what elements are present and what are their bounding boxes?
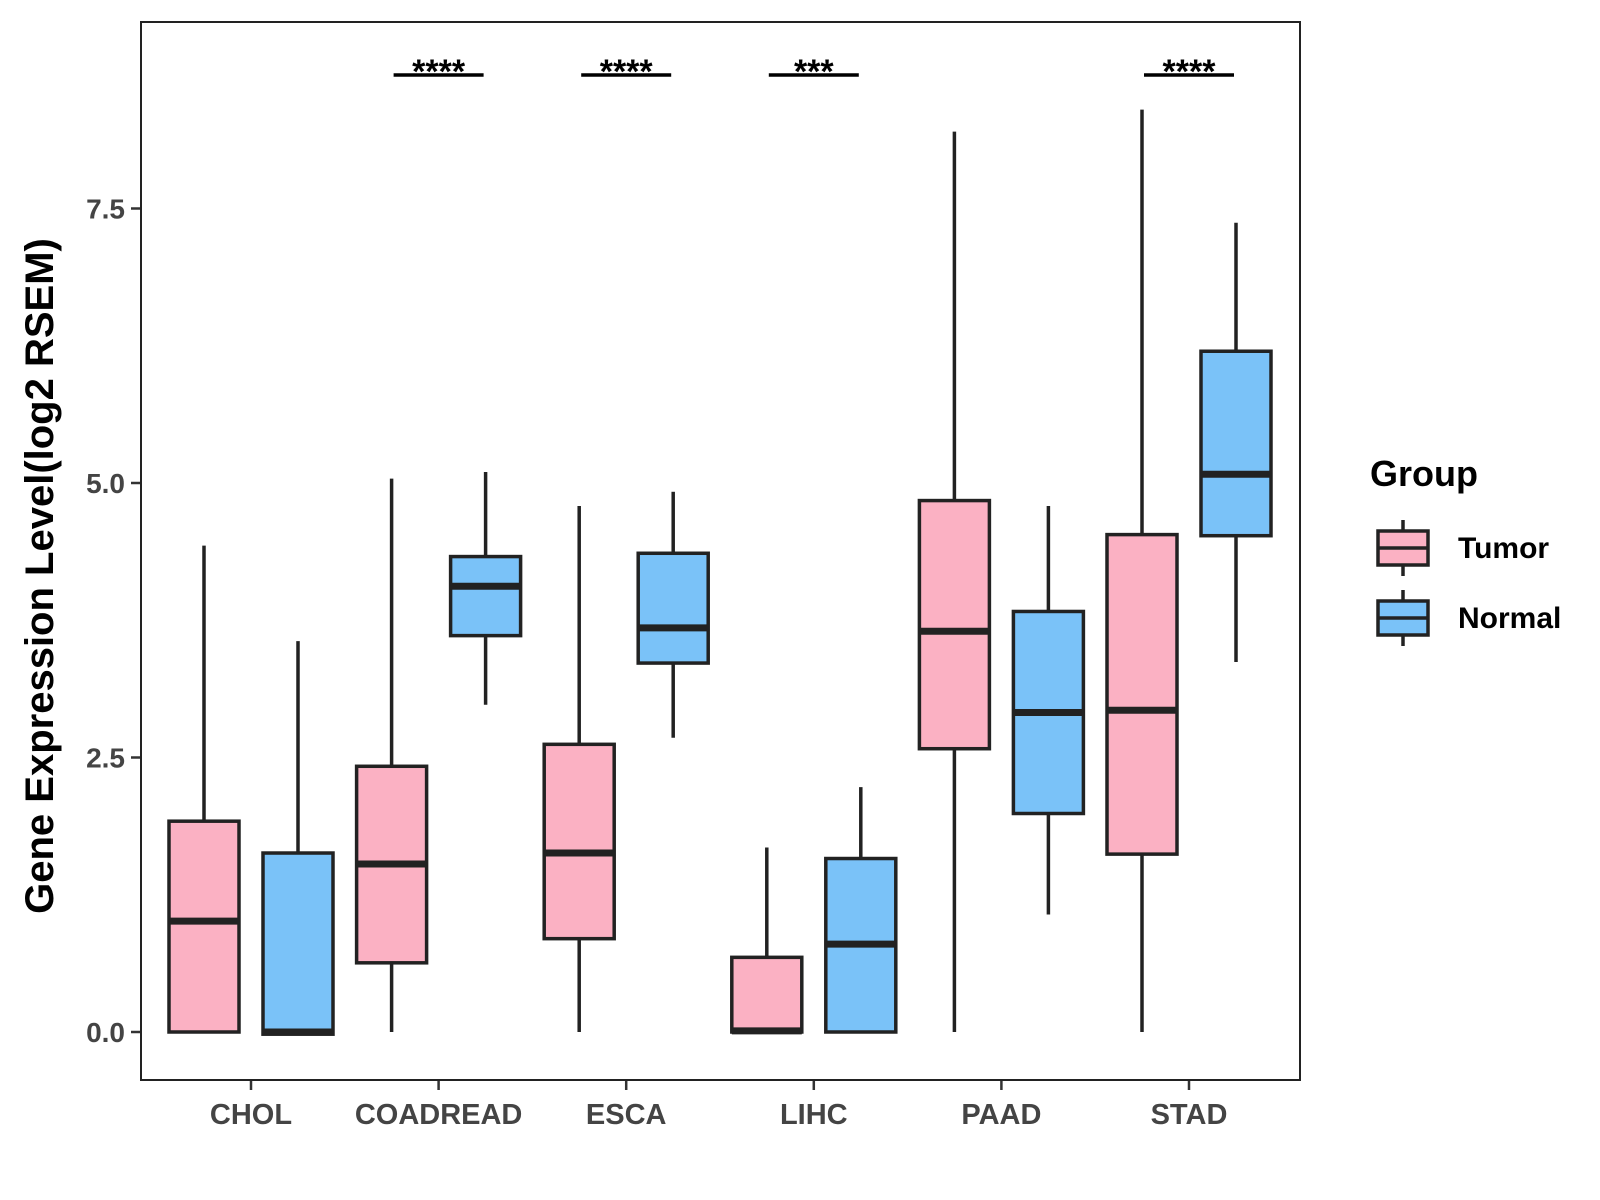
- box-normal-lihc: [824, 787, 898, 1034]
- x-tick-label: CHOL: [210, 1099, 292, 1131]
- y-axis: 0.0 2.5 5.0 7.5: [86, 194, 141, 1048]
- box-series: [167, 109, 1273, 1036]
- box-body: [167, 819, 241, 1034]
- x-tick-label: STAD: [1151, 1099, 1228, 1131]
- significance-label: ***: [794, 53, 834, 91]
- box-tumor-chol: [167, 545, 241, 1034]
- significance-lihc: ***: [768, 53, 859, 91]
- y-axis-label: Gene Expression Level(log2 RSEM): [18, 238, 62, 914]
- box-body: [730, 955, 804, 1034]
- significance-label: ****: [1163, 53, 1217, 91]
- y-tick-label: 7.5: [86, 194, 125, 225]
- x-tick-label: PAAD: [961, 1099, 1041, 1131]
- box-tumor-coadread: [354, 478, 429, 1032]
- box-body: [917, 498, 992, 751]
- box-body: [542, 742, 616, 941]
- legend-title: Group: [1370, 453, 1478, 494]
- y-tick-label: 5.0: [86, 468, 125, 499]
- box-body: [636, 551, 710, 665]
- significance-label: ****: [600, 53, 654, 91]
- y-tick-label: 0.0: [86, 1017, 125, 1048]
- legend-key-tumor: [1376, 520, 1430, 576]
- box-normal-chol: [261, 641, 335, 1036]
- box-body: [1199, 349, 1273, 538]
- legend-label-tumor: Tumor: [1458, 532, 1549, 565]
- legend-key-normal: [1376, 590, 1430, 646]
- box-normal-esca: [636, 491, 710, 738]
- significance-annotations: **** **** *** ****: [393, 53, 1234, 91]
- legend: Group Tumor Normal: [1370, 453, 1561, 646]
- box-normal-coadread: [448, 472, 523, 705]
- box-tumor-esca: [542, 506, 616, 1032]
- x-tick-label: LIHC: [780, 1099, 848, 1131]
- plot-panel-border: [140, 21, 1301, 1081]
- significance-label: ****: [412, 53, 466, 91]
- box-body: [1105, 532, 1179, 856]
- box-normal-paad: [1011, 506, 1086, 915]
- box-normal-stad: [1199, 222, 1273, 662]
- box-tumor-lihc: [730, 847, 804, 1035]
- x-axis: CHOL COADREAD ESCA LIHC PAAD STAD: [210, 1080, 1227, 1131]
- y-tick-label: 2.5: [86, 743, 125, 774]
- significance-coadread: ****: [393, 53, 484, 91]
- significance-esca: ****: [581, 53, 672, 91]
- x-tick-label: COADREAD: [355, 1099, 523, 1131]
- box-tumor-stad: [1105, 109, 1179, 1032]
- significance-stad: ****: [1144, 53, 1234, 91]
- x-tick-label: ESCA: [586, 1099, 667, 1131]
- box-body: [261, 851, 335, 1036]
- box-body: [448, 554, 523, 638]
- box-tumor-paad: [917, 131, 992, 1032]
- legend-label-normal: Normal: [1458, 602, 1561, 635]
